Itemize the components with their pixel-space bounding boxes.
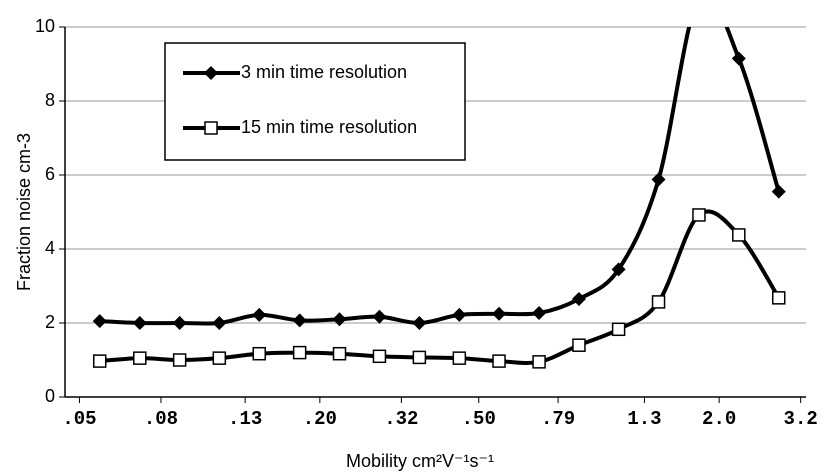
y-tick-label: 4 xyxy=(45,238,55,258)
marker xyxy=(292,345,307,360)
plot-area xyxy=(92,0,786,369)
y-tick-label: 6 xyxy=(45,164,55,184)
x-tick-label: .13 xyxy=(228,408,262,430)
marker xyxy=(372,349,387,364)
marker xyxy=(651,295,666,309)
marker xyxy=(611,322,626,337)
legend-label: 3 min time resolution xyxy=(241,62,407,82)
marker xyxy=(172,316,187,330)
x-tick-label: .32 xyxy=(384,408,418,430)
marker xyxy=(252,307,267,322)
marker xyxy=(212,351,227,365)
marker xyxy=(651,172,666,187)
marker xyxy=(611,262,626,277)
y-axis-title: Fraction noise cm-3 xyxy=(14,133,34,291)
marker xyxy=(771,291,786,305)
legend-label: 15 min time resolution xyxy=(241,117,417,137)
y-tick-label: 8 xyxy=(45,90,55,110)
line xyxy=(99,209,781,365)
marker xyxy=(332,312,347,327)
marker xyxy=(133,351,147,365)
x-tick-label: 1.3 xyxy=(627,408,661,430)
marker xyxy=(732,228,746,242)
marker xyxy=(532,355,546,369)
marker xyxy=(412,316,427,330)
marker xyxy=(412,350,427,365)
marker xyxy=(252,346,266,361)
x-tick-label: 3.2 xyxy=(784,408,818,430)
marker xyxy=(532,306,547,321)
marker xyxy=(692,208,706,222)
marker xyxy=(332,346,347,361)
y-tick-label: 2 xyxy=(45,312,55,332)
marker xyxy=(731,51,746,66)
x-tick-label: .50 xyxy=(462,408,496,430)
marker xyxy=(692,0,706,4)
legend-box xyxy=(164,42,466,161)
marker xyxy=(204,66,218,80)
y-tick-label: 0 xyxy=(45,386,55,406)
x-tick-label: .79 xyxy=(541,408,575,430)
marker xyxy=(492,354,506,368)
marker xyxy=(572,338,586,352)
x-tick-label: .05 xyxy=(62,408,96,430)
marker xyxy=(92,314,107,329)
x-tick-label: 2.0 xyxy=(702,408,736,430)
marker xyxy=(92,354,107,368)
marker xyxy=(204,121,218,135)
marker xyxy=(771,184,786,199)
marker xyxy=(571,291,586,306)
marker xyxy=(372,309,387,324)
y-tick-label: 10 xyxy=(35,16,55,36)
x-tick-label: .20 xyxy=(303,408,337,430)
x-axis-title: Mobility cm²V⁻¹s⁻¹ xyxy=(346,451,494,471)
marker xyxy=(212,316,227,330)
marker xyxy=(292,313,307,328)
marker xyxy=(452,351,467,365)
x-tick-label: .08 xyxy=(144,408,178,430)
marker xyxy=(492,306,507,321)
marker xyxy=(132,316,147,330)
marker xyxy=(172,353,187,367)
marker xyxy=(452,307,467,322)
